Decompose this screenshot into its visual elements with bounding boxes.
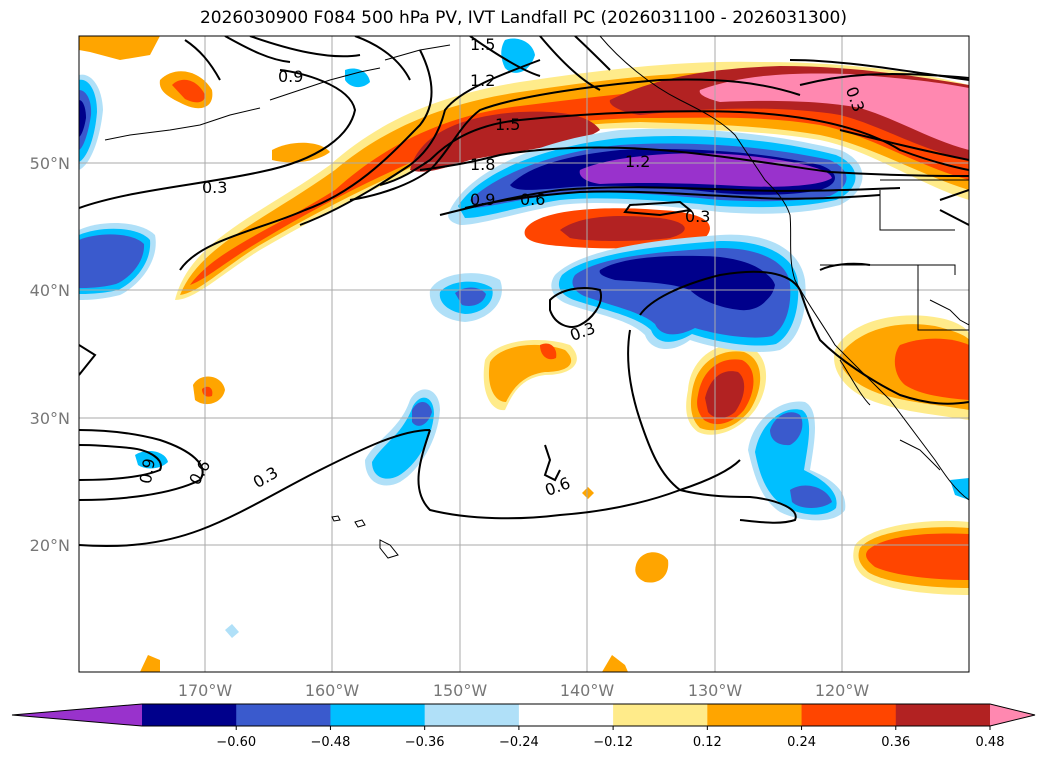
contour-label: 1.8 xyxy=(470,155,495,174)
lon-label-140w: 140°W xyxy=(560,681,615,700)
colorbar-segment xyxy=(142,704,237,726)
lat-label-50n: 50°N xyxy=(30,154,70,173)
contour-label: 1.2 xyxy=(625,152,650,171)
lon-label-120w: 120°W xyxy=(815,681,870,700)
positive-anomaly-jet xyxy=(79,36,969,672)
colorbar-tick-label: −0.36 xyxy=(405,735,445,750)
colorbar-segment xyxy=(895,704,991,726)
colorbar-extend-min xyxy=(12,704,142,726)
contour-label: 0.3 xyxy=(685,207,710,226)
map-area xyxy=(79,36,969,672)
colorbar-segment xyxy=(801,704,897,726)
lon-label-160w: 160°W xyxy=(305,681,360,700)
colorbar-segment xyxy=(236,704,331,726)
colorbar-tick-label: −0.24 xyxy=(499,735,539,750)
lat-label-40n: 40°N xyxy=(30,281,70,300)
colorbar-tick-label: −0.12 xyxy=(593,735,633,750)
colorbar-segment xyxy=(518,704,614,726)
lat-label-30n: 30°N xyxy=(30,409,70,428)
map-frame xyxy=(78,35,970,673)
longitude-labels: 170°W 160°W 150°W 140°W 130°W 120°W xyxy=(178,681,870,700)
lon-label-150w: 150°W xyxy=(433,681,488,700)
contour-label: 1.2 xyxy=(470,71,495,90)
colorbar-tick-label: −0.48 xyxy=(311,735,351,750)
lon-label-130w: 130°W xyxy=(688,681,743,700)
map-title: 2026030900 F084 500 hPa PV, IVT Landfall… xyxy=(199,8,847,28)
contour-label: 0.9 xyxy=(278,67,303,86)
colorbar-tick-label: −0.60 xyxy=(216,735,256,750)
lon-label-170w: 170°W xyxy=(178,681,233,700)
graticule xyxy=(79,36,969,672)
colorbar-tick-label: 0.36 xyxy=(881,735,910,750)
colorbar: −0.60 −0.48 −0.36 −0.24 −0.12 0.12 0.24 0.36 0.4… xyxy=(11,703,1036,750)
colorbar-extend-max xyxy=(990,704,1035,726)
contour-label: 0.9 xyxy=(470,190,495,209)
colorbar-tick-label: 0.48 xyxy=(976,735,1005,750)
contour-label: 1.5 xyxy=(495,115,520,134)
contour-label: 0.9 xyxy=(136,457,159,485)
contour-label: 0.3 xyxy=(202,178,227,197)
colorbar-segment xyxy=(613,704,708,726)
contour-label: 0.6 xyxy=(520,190,545,209)
latitude-labels: 50°N 40°N 30°N 20°N xyxy=(30,154,70,555)
pv-contours xyxy=(79,36,969,548)
colorbar-tick-label: 0.24 xyxy=(787,735,816,750)
lat-label-20n: 20°N xyxy=(30,536,70,555)
colorbar-tick-label: 0.12 xyxy=(693,735,722,750)
colorbar-segment xyxy=(424,704,520,726)
colorbar-segment xyxy=(707,704,803,726)
negative-anomaly xyxy=(79,38,969,638)
colorbar-segment xyxy=(330,704,426,726)
contour-label: 1.5 xyxy=(470,35,495,54)
